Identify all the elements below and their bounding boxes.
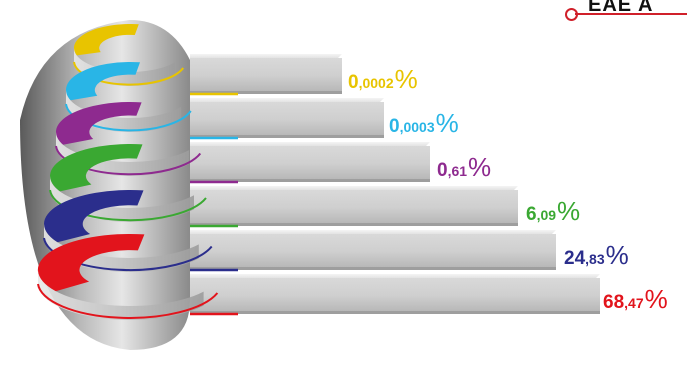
- spiral-tier-6: [37, 233, 219, 320]
- spiral-rim-6: [37, 283, 219, 319]
- value-label-2: 0,0003%: [389, 108, 459, 138]
- value-label-4: 6,09%: [526, 196, 581, 226]
- spiral-rim-3: [55, 145, 202, 176]
- spiral-rim-1: [73, 61, 184, 86]
- bar-5: [190, 230, 556, 272]
- spiral-cap-3: [55, 102, 142, 145]
- value-label-1: 0,0002%: [348, 64, 418, 94]
- spiral-layer: [20, 20, 219, 350]
- chart-title-fragment: EAE A: [588, 0, 654, 16]
- bar-6: [190, 274, 600, 316]
- value-label-6: 68,47%: [603, 284, 668, 314]
- spiral-cap-4: [50, 144, 143, 192]
- spiral-cap-2: [65, 61, 140, 101]
- title-underline: [575, 13, 687, 15]
- bar-2: [190, 98, 384, 140]
- spiral-cap-6: [37, 233, 145, 292]
- bar-3: [190, 142, 430, 184]
- value-label-3: 0,61%: [437, 152, 492, 182]
- spiral-cap-5: [44, 189, 144, 243]
- bars-layer: [190, 54, 600, 316]
- spiral-rim-4: [49, 189, 207, 222]
- spiral-cap-1: [73, 23, 139, 56]
- bar-4: [190, 186, 518, 228]
- value-label-5: 24,83%: [564, 240, 629, 270]
- bar-1: [190, 54, 342, 96]
